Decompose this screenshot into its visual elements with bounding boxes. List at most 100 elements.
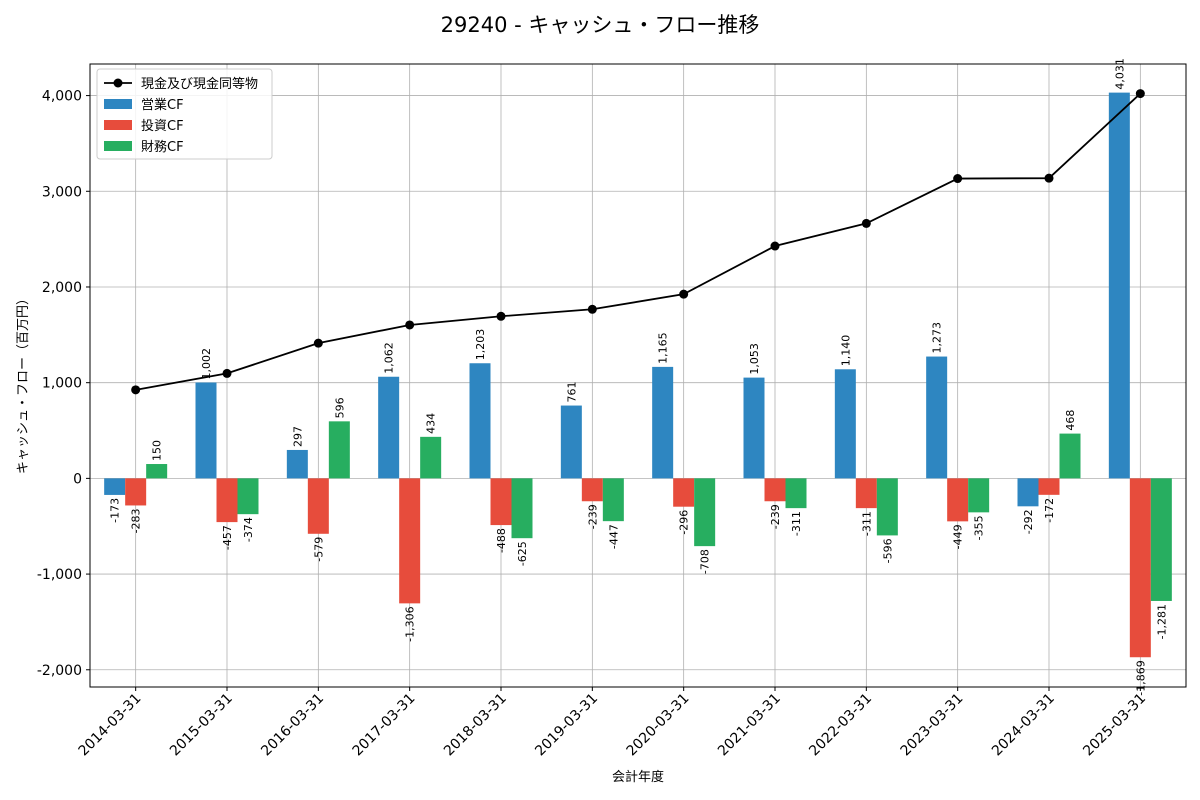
bar xyxy=(307,478,329,534)
bar xyxy=(237,478,259,515)
legend-marker xyxy=(113,78,123,88)
bar xyxy=(378,376,400,479)
bar-value-label: -596 xyxy=(881,538,894,563)
bar xyxy=(1129,478,1151,658)
bar-value-label: -457 xyxy=(221,525,234,550)
bar-value-label: 4,031 xyxy=(1113,58,1126,90)
y-tick-label: 0 xyxy=(73,471,82,487)
legend-entry: 投資CF xyxy=(141,118,184,134)
bar-value-label: 1,053 xyxy=(748,343,761,375)
bar-value-label: -447 xyxy=(607,524,620,549)
cash-point xyxy=(1135,89,1145,99)
bar-value-label: 1,273 xyxy=(931,322,944,354)
bar xyxy=(1059,433,1081,479)
y-tick-label: 4,000 xyxy=(42,89,82,105)
cash-line-group xyxy=(131,89,1145,395)
legend-box xyxy=(96,68,273,160)
bar-value-label: -173 xyxy=(109,498,122,523)
bar-value-label: 434 xyxy=(425,413,438,434)
bar-value-label: -311 xyxy=(790,511,803,536)
cash-point xyxy=(405,320,415,330)
cash-point xyxy=(679,289,689,299)
bar-value-label: 1,165 xyxy=(657,332,670,364)
legend-bar-swatch xyxy=(104,99,132,109)
bar xyxy=(652,366,674,479)
y-tick-label: 2,000 xyxy=(42,280,82,296)
bar-value-label: -296 xyxy=(678,510,691,535)
legend-entry: 財務CF xyxy=(141,140,184,155)
bar-value-label: -625 xyxy=(516,541,529,566)
cash-point xyxy=(222,368,232,378)
bar-value-label: -239 xyxy=(586,504,599,529)
bar-value-label: -292 xyxy=(1022,509,1035,534)
bar xyxy=(834,369,856,479)
y-tick-label: -2,000 xyxy=(37,663,82,679)
bar xyxy=(1150,478,1172,601)
cash-line xyxy=(135,92,1141,391)
bar-value-label: -708 xyxy=(699,549,712,574)
bar xyxy=(195,382,217,479)
bar xyxy=(125,478,147,506)
bar xyxy=(926,356,948,479)
bar xyxy=(286,449,308,479)
bar xyxy=(743,377,765,479)
y-tick-label: -1,000 xyxy=(37,567,82,583)
bar xyxy=(855,478,877,509)
bar xyxy=(673,478,695,507)
bar-value-label: -579 xyxy=(312,537,325,562)
bar-value-label: 468 xyxy=(1064,410,1077,431)
x-axis-label: 会計年度 xyxy=(612,769,664,785)
bar-value-label: -311 xyxy=(860,511,873,536)
bar xyxy=(876,478,898,536)
bar xyxy=(602,478,624,522)
legend-bar-swatch xyxy=(104,141,132,151)
bar xyxy=(694,478,716,547)
bar-value-label: 150 xyxy=(151,440,164,461)
bar xyxy=(1017,478,1039,507)
bar-value-label: 1,140 xyxy=(839,335,852,367)
bars-group xyxy=(104,92,1172,658)
legend-entry: 営業CF xyxy=(141,97,184,113)
bar-value-label: 1,002 xyxy=(200,348,213,380)
bar xyxy=(968,478,990,513)
bar xyxy=(399,478,421,604)
bar xyxy=(146,464,168,479)
bar-value-label: -239 xyxy=(769,504,782,529)
plot-frame xyxy=(89,63,1187,688)
bar xyxy=(581,478,603,502)
bar-value-label: -374 xyxy=(242,517,255,542)
cash-point xyxy=(1044,173,1054,183)
legend-entry: 現金及び現金同等物 xyxy=(141,76,258,92)
cash-point xyxy=(131,385,141,395)
bar xyxy=(1108,92,1130,479)
bar-value-label: -449 xyxy=(952,524,965,549)
cash-point xyxy=(313,338,323,348)
bar-value-label: -1,306 xyxy=(404,606,417,641)
y-axis-label: キャッシュ・フロー（百万円） xyxy=(16,292,31,474)
cash-point xyxy=(770,241,780,251)
bar-value-label: 1,062 xyxy=(383,342,396,374)
bar-value-label: -172 xyxy=(1043,498,1056,523)
bar xyxy=(511,478,533,539)
bar-value-label: -1,281 xyxy=(1155,604,1168,639)
bar xyxy=(469,363,491,479)
bar xyxy=(490,478,512,526)
cash-point xyxy=(496,311,506,321)
bar xyxy=(764,478,786,502)
bar-value-label: -488 xyxy=(495,528,508,553)
y-tick-label: 1,000 xyxy=(42,376,82,392)
bar-value-label: -283 xyxy=(130,508,143,533)
bar xyxy=(1038,478,1060,495)
bar-value-label: 761 xyxy=(565,382,578,403)
bar xyxy=(947,478,969,522)
cash-point xyxy=(861,218,871,228)
bar xyxy=(104,478,126,495)
bar xyxy=(216,478,238,523)
bar-value-label: -355 xyxy=(973,515,986,540)
bar xyxy=(785,478,807,509)
bar xyxy=(420,436,442,479)
bar-labels-group: -173 1,002 297 1,062 1,203 761 1,165 1,053 1,140… xyxy=(109,58,1169,696)
cash-point xyxy=(953,174,963,184)
